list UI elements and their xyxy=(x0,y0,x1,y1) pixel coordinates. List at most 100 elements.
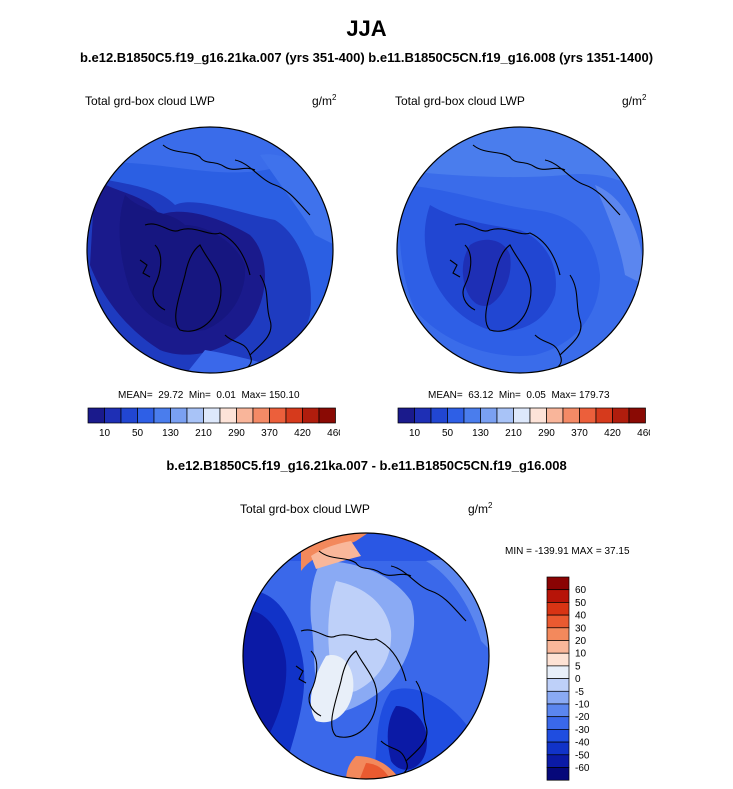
panel2-colorbar: 10 50 130 210 290 370 420 460 xyxy=(397,407,650,439)
panel1-colorbar-swatch xyxy=(236,407,254,424)
panel2-colorbar-swatch xyxy=(546,407,564,424)
panel3-map-border xyxy=(242,532,490,780)
panel1-colorbar-swatch xyxy=(104,407,122,424)
difference-title: b.e12.B1850C5.f19_g16.21ka.007 - b.e11.B… xyxy=(166,458,567,473)
panel2-units: g/m2 xyxy=(622,93,647,108)
panel3-colorbar-swatch xyxy=(546,754,570,768)
panel2-colorbar-swatch xyxy=(414,407,432,424)
panel1-colorbar-swatch xyxy=(318,407,336,424)
panel1-colorbar-tick-label: 290 xyxy=(228,428,245,439)
panel1-colorbar-tick-label: 10 xyxy=(99,428,111,439)
panel3-coastlines xyxy=(295,550,467,779)
panel3-colorbar-tick-label: 5 xyxy=(575,661,581,672)
panel1-units: g/m2 xyxy=(312,93,337,108)
panel2-colorbar-swatch xyxy=(595,407,613,424)
panel1-colorbar-swatch xyxy=(219,407,237,424)
panel3-colorbar-tick-label: 20 xyxy=(575,636,587,647)
panel3-colorbar-swatch xyxy=(546,767,570,781)
panel2-colorbar-tick-label: 130 xyxy=(472,428,489,439)
panel2-colorbar-swatch xyxy=(480,407,498,424)
runs-title: b.e12.B1850C5.f19_g16.21ka.007 (yrs 351-… xyxy=(79,50,654,65)
panel3-colorbar-tick-label: -50 xyxy=(575,750,590,761)
panel1-colorbar-swatch xyxy=(153,407,171,424)
panel1-colorbar: 10 50 130 210 290 370 420 460 xyxy=(87,407,340,439)
panel3-colorbar-swatch xyxy=(546,729,570,743)
panel1-stats: MEAN= 29.72 Min= 0.01 Max= 150.10 xyxy=(118,390,300,401)
panel1-map xyxy=(86,126,334,374)
panel1-colorbar-swatch xyxy=(170,407,188,424)
panel2-colorbar-tick-label: 460 xyxy=(637,428,650,439)
panel2-colorbar-tick-label: 10 xyxy=(409,428,421,439)
panel3-colorbar-swatch xyxy=(546,703,570,718)
panel2-colorbar-swatch xyxy=(562,407,580,424)
panel1-colorbar-swatch xyxy=(137,407,155,424)
panel3-field xyxy=(243,533,489,779)
panel3-title: Total grd-box cloud LWP xyxy=(240,502,370,516)
panel3-colorbar-swatch xyxy=(546,640,570,654)
panel1-colorbar-tick-label: 210 xyxy=(195,428,212,439)
panel2-title: Total grd-box cloud LWP xyxy=(395,94,525,108)
panel1-colorbar-swatch xyxy=(302,407,320,424)
panel2-map xyxy=(396,126,644,374)
panel3-colorbar-swatch xyxy=(546,652,570,667)
panel1-colorbar-tick-label: 460 xyxy=(327,428,340,439)
panel1-map-border xyxy=(86,126,334,374)
panel1-coastlines xyxy=(139,144,311,373)
panel3-colorbar-tick-label: -40 xyxy=(575,738,590,749)
panel2-colorbar-swatch xyxy=(463,407,481,424)
panel1-colorbar-swatch xyxy=(269,407,287,424)
panel2-colorbar-swatch xyxy=(430,407,448,424)
panel2-colorbar-swatch xyxy=(612,407,630,424)
panel3-colorbar-tick-label: 0 xyxy=(575,674,581,685)
panel3-colorbar-tick-label: -5 xyxy=(575,687,584,698)
panel3-colorbar-swatch xyxy=(546,678,570,692)
panel2-colorbar-swatch xyxy=(496,407,514,424)
panel3-colorbar-tick-label: 40 xyxy=(575,611,587,622)
panel3-stats: MIN = -139.91 MAX = 37.15 xyxy=(505,546,630,557)
panel2-colorbar-swatch xyxy=(628,407,646,424)
panel3-colorbar-tick-label: 50 xyxy=(575,598,587,609)
panel2-colorbar-tick-label: 50 xyxy=(442,428,454,439)
panel3-colorbar-tick-label: 10 xyxy=(575,649,587,660)
panel2-colorbar-swatch xyxy=(513,407,531,424)
panel2-colorbar-swatch xyxy=(447,407,465,424)
panel2-stats: MEAN= 63.12 Min= 0.05 Max= 179.73 xyxy=(428,390,610,401)
panel3-units: g/m2 xyxy=(468,501,493,516)
panel3-colorbar-swatch xyxy=(546,716,570,730)
panel2-colorbar-tick-label: 420 xyxy=(604,428,621,439)
panel3-colorbar-tick-label: -60 xyxy=(575,763,590,774)
panel1-colorbar-swatch xyxy=(87,407,105,424)
panel1-colorbar-swatch xyxy=(203,407,221,424)
season-title: JJA xyxy=(346,16,387,41)
panel2-colorbar-tick-label: 210 xyxy=(505,428,522,439)
panel2-map-border xyxy=(396,126,644,374)
panel3-colorbar-swatch xyxy=(546,576,570,591)
panel3-colorbar-swatch xyxy=(546,690,570,705)
panel3-colorbar-tick-label: 60 xyxy=(575,585,587,596)
panel3-map xyxy=(242,532,490,780)
panel3-colorbar-tick-label: -10 xyxy=(575,700,590,711)
panel1-colorbar-swatch xyxy=(285,407,303,424)
panel1-colorbar-tick-label: 420 xyxy=(294,428,311,439)
panel3-colorbar-tick-label: -30 xyxy=(575,725,590,736)
panel3-colorbar-swatch xyxy=(546,665,570,679)
panel2-colorbar-tick-label: 370 xyxy=(571,428,588,439)
panel2-colorbar-swatch xyxy=(529,407,547,424)
panel2-colorbar-swatch xyxy=(397,407,415,424)
panel3-colorbar-swatch xyxy=(546,589,570,603)
panel1-colorbar-tick-label: 370 xyxy=(261,428,278,439)
panel2-colorbar-swatch xyxy=(579,407,597,424)
panel1-colorbar-tick-label: 50 xyxy=(132,428,144,439)
panel1-colorbar-tick-label: 130 xyxy=(162,428,179,439)
panel1-field xyxy=(87,127,333,373)
panel1-colorbar-swatch xyxy=(252,407,270,424)
panel3-colorbar-swatch xyxy=(546,602,570,616)
panel3-colorbar-swatch xyxy=(546,741,570,756)
panel1-title: Total grd-box cloud LWP xyxy=(85,94,215,108)
panel3-colorbar-tick-label: -20 xyxy=(575,712,590,723)
panel3-colorbar-swatch xyxy=(546,614,570,629)
panel3-colorbar-tick-label: 30 xyxy=(575,623,587,634)
panel1-colorbar-swatch xyxy=(120,407,138,424)
panel2-colorbar-tick-label: 290 xyxy=(538,428,555,439)
